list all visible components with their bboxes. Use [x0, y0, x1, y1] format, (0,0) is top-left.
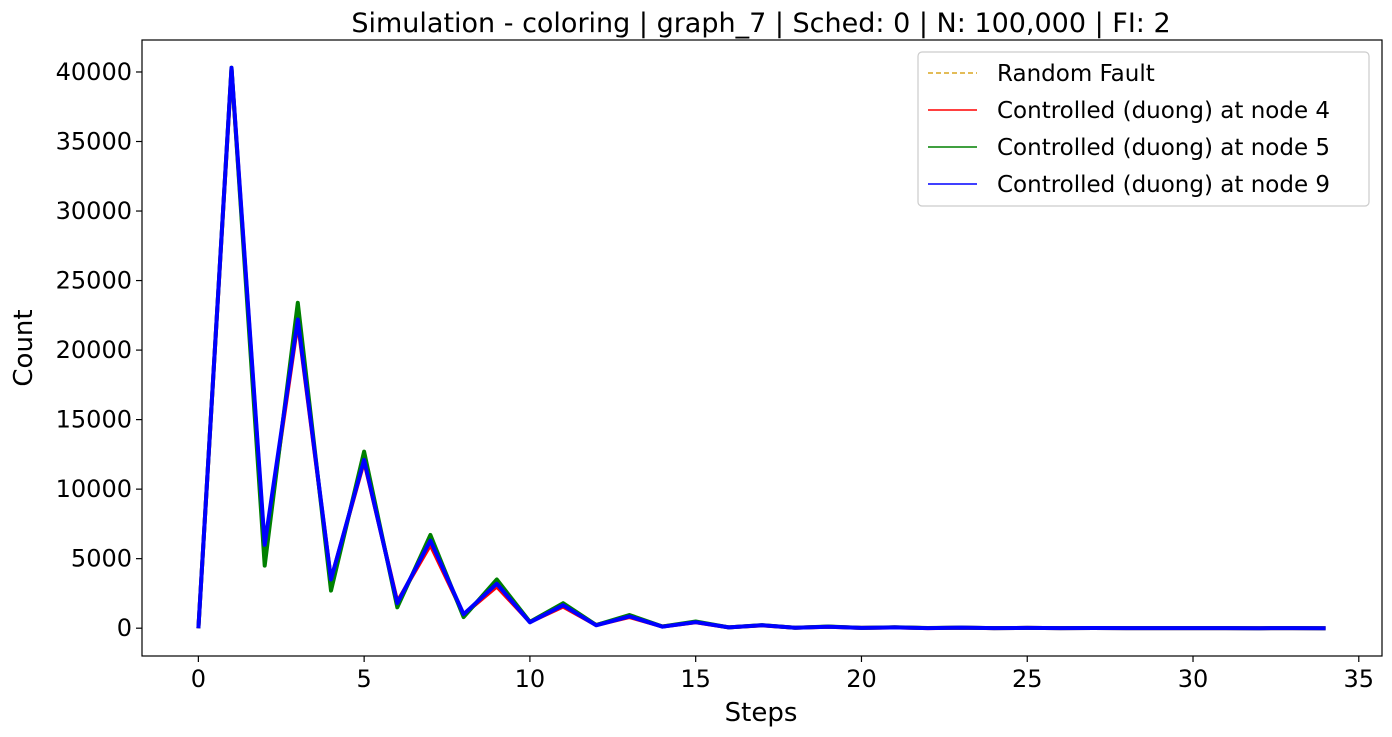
plot-frame [141, 39, 1383, 657]
legend-box [917, 51, 1370, 207]
x-tick-label: 20 [846, 665, 877, 693]
y-axis-label: Count [9, 309, 39, 386]
series-line-4 [196, 65, 1326, 631]
chart-title: Simulation - coloring | graph_7 | Sched:… [351, 8, 1170, 39]
y-tick-label: 0 [117, 614, 132, 642]
y-tick-label: 25000 [56, 267, 132, 295]
y-tick-label: 20000 [56, 336, 132, 364]
x-axis: 0 5 10 15 20 25 30 35 [191, 656, 1374, 693]
y-tick-label: 5000 [71, 545, 132, 573]
legend-label: Controlled (duong) at node 5 [997, 135, 1330, 161]
x-axis-label: Steps [725, 698, 798, 728]
y-tick-label: 35000 [56, 128, 132, 156]
y-tick-label: 10000 [56, 475, 132, 503]
x-tick-label: 5 [356, 665, 371, 693]
x-tick-label: 15 [680, 665, 711, 693]
legend: Random Fault Controlled (duong) at node 4… [917, 51, 1370, 207]
x-tick-label: 0 [191, 665, 206, 693]
x-tick-label: 35 [1344, 665, 1375, 693]
y-axis: 0 5000 10000 15000 20000 25000 30000 35000 40000 [56, 58, 142, 642]
x-tick-label: 30 [1178, 665, 1209, 693]
x-tick-label: 25 [1012, 665, 1043, 693]
y-tick-label: 30000 [56, 197, 132, 225]
x-tick-label: 10 [515, 665, 546, 693]
y-tick-label: 15000 [56, 406, 132, 434]
y-tick-label: 40000 [56, 58, 132, 86]
legend-label: Random Fault [997, 61, 1155, 87]
legend-label: Controlled (duong) at node 9 [997, 172, 1330, 198]
plot-lines [196, 65, 1326, 631]
legend-label: Controlled (duong) at node 4 [997, 98, 1330, 124]
